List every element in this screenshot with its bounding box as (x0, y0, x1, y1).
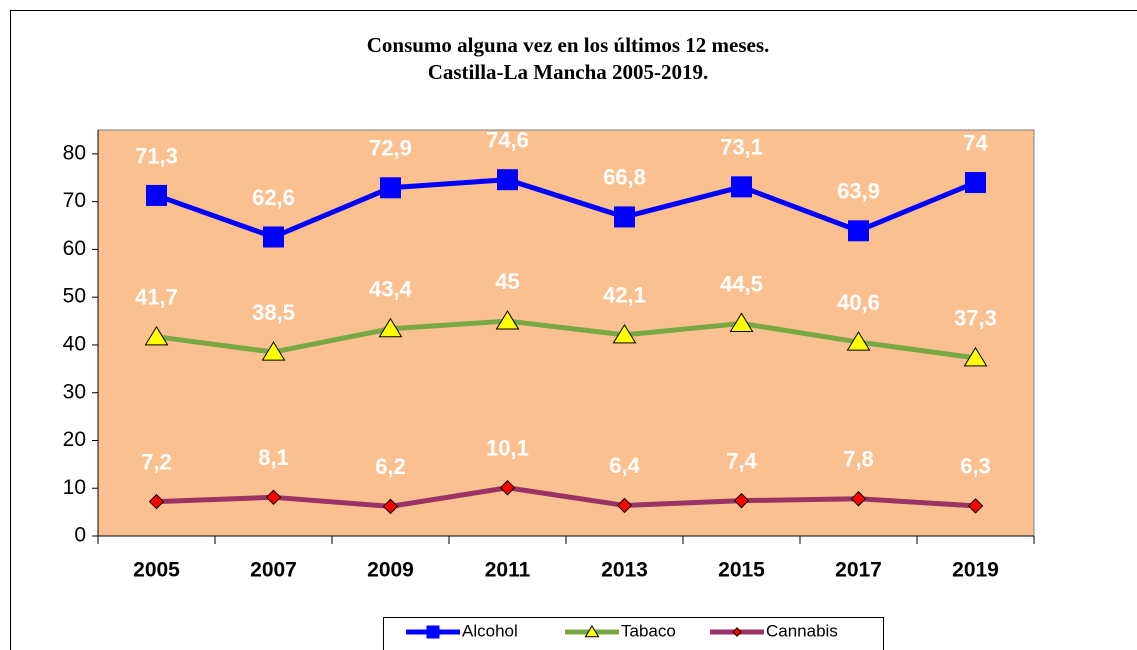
marker (497, 169, 518, 191)
x-tick-label: 2015 (718, 559, 765, 582)
marker (733, 492, 750, 509)
marker (584, 625, 600, 638)
data-label: 74,6 (486, 127, 529, 152)
marker (612, 323, 637, 344)
marker (265, 489, 282, 506)
marker (263, 226, 284, 248)
y-tick-label: 60 (63, 237, 86, 260)
marker (499, 480, 516, 496)
y-tick-label: 0 (74, 524, 86, 547)
x-tick-label: 2005 (133, 559, 180, 582)
data-label: 43,4 (369, 277, 413, 302)
data-label: 63,9 (837, 179, 880, 204)
x-tick-label: 2007 (250, 559, 297, 582)
data-label: 62,6 (252, 185, 295, 210)
y-tick-label: 80 (63, 141, 86, 164)
marker (614, 206, 635, 228)
x-tick-label: 2009 (367, 559, 414, 582)
x-tick-label: 2019 (952, 559, 999, 582)
data-label: 40,6 (837, 290, 880, 315)
x-tick-label: 2013 (601, 559, 648, 582)
marker (848, 220, 869, 242)
marker (846, 331, 871, 351)
data-label: 6,4 (609, 453, 640, 478)
marker (732, 627, 742, 637)
plot-area (97, 129, 1035, 537)
data-label: 10,1 (486, 436, 529, 461)
marker (616, 497, 633, 514)
series-line (156, 485, 976, 509)
x-tick-label: 2017 (835, 559, 882, 582)
x-tick-label: 2011 (485, 559, 531, 582)
marker (426, 625, 440, 639)
chart-title: Castilla-La Mancha 2005-2019. (428, 60, 709, 84)
y-tick-label: 70 (63, 189, 86, 212)
data-label: 38,5 (252, 300, 295, 325)
marker (148, 493, 165, 510)
data-label: 6,3 (960, 454, 991, 479)
data-label: 42,1 (603, 283, 646, 308)
series-line (155, 177, 977, 240)
marker (850, 491, 867, 507)
chart-title: Consumo alguna vez en los últimos 12 mes… (367, 33, 770, 57)
marker (965, 172, 986, 194)
data-label: 37,3 (954, 306, 997, 331)
marker (967, 498, 984, 514)
data-label: 45 (495, 269, 519, 294)
data-label: 41,7 (135, 285, 178, 310)
data-label: 7,8 (843, 447, 874, 472)
legend: Alcohol Tabaco Cannabis (383, 617, 884, 650)
marker (382, 498, 399, 515)
data-label: 7,4 (726, 448, 757, 473)
series-line (156, 318, 976, 361)
marker (495, 310, 520, 330)
data-label: 74 (963, 130, 988, 155)
data-label: 66,8 (603, 165, 646, 190)
y-tick-label: 10 (63, 476, 86, 499)
legend-box (383, 617, 884, 650)
legend-label: Tabaco (621, 621, 676, 640)
data-label: 71,3 (135, 143, 178, 168)
marker (144, 325, 169, 346)
y-tick-label: 40 (63, 332, 86, 355)
marker (380, 177, 401, 199)
y-tick-label: 50 (63, 285, 86, 308)
marker (378, 317, 403, 338)
data-label: 73,1 (720, 135, 763, 160)
marker (729, 312, 754, 332)
marker (146, 184, 167, 206)
data-label: 6,2 (375, 454, 406, 479)
y-tick-label: 30 (63, 380, 86, 403)
y-tick-label: 20 (63, 428, 86, 451)
marker (261, 341, 286, 361)
legend-label: Alcohol (462, 621, 518, 640)
legend-label: Cannabis (766, 621, 838, 640)
marker (963, 346, 988, 367)
data-label: 72,9 (369, 136, 412, 161)
data-label: 44,5 (720, 271, 763, 296)
data-label: 8,1 (258, 445, 289, 470)
marker (731, 176, 752, 198)
data-label: 7,2 (141, 449, 172, 474)
